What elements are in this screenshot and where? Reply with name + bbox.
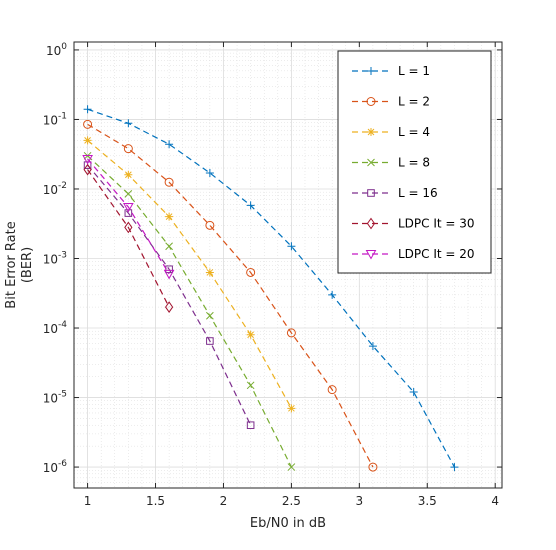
legend-item-3: L = 4 xyxy=(352,125,430,139)
data-point xyxy=(205,168,214,177)
data-point xyxy=(450,463,459,472)
x-tick-label: 1.5 xyxy=(146,494,165,508)
legend-marker xyxy=(367,158,375,167)
data-point xyxy=(165,212,174,221)
x-tick-label: 2.5 xyxy=(282,494,301,508)
y-tick-label: 100 xyxy=(46,42,67,58)
legend: L = 1 L = 2 L = 4 L = 8 L = 16 LDPC It = 30 LD… xyxy=(337,50,492,274)
legend-item-4: L = 8 xyxy=(352,156,430,170)
data-point xyxy=(165,140,174,149)
data-point xyxy=(83,105,92,114)
data-point xyxy=(124,119,133,128)
y-tick-label: 10-5 xyxy=(43,390,67,406)
data-point xyxy=(123,144,133,154)
data-point xyxy=(124,170,133,179)
legend-marker xyxy=(366,97,376,106)
series-1 xyxy=(83,105,459,472)
series-2 xyxy=(83,119,378,472)
data-point xyxy=(409,388,418,397)
x-tick-label: 3 xyxy=(356,494,364,508)
legend-label: L = 4 xyxy=(398,125,430,139)
data-point xyxy=(368,462,378,472)
data-point xyxy=(124,190,133,198)
series-line xyxy=(87,123,374,468)
data-point xyxy=(163,269,175,280)
data-point xyxy=(165,242,173,251)
y-tick-label: 10-2 xyxy=(43,181,67,197)
y-axis-label: Bit Error Rate (BER) xyxy=(4,221,35,308)
series-line xyxy=(87,158,170,275)
legend-label: LDPC It = 20 xyxy=(398,247,475,261)
y-axis-label-line2: (BER) xyxy=(20,247,35,283)
y-tick-label: 10-3 xyxy=(43,250,67,266)
data-point xyxy=(287,404,296,413)
legend-label: L = 16 xyxy=(398,186,438,200)
legend-item-6: LDPC It = 30 xyxy=(352,217,475,231)
x-tick-label: 1 xyxy=(84,494,92,508)
x-tick-label: 3.5 xyxy=(418,494,437,508)
data-point xyxy=(206,311,214,320)
y-tick-label: 10-4 xyxy=(43,320,68,336)
data-point xyxy=(122,203,134,213)
data-point xyxy=(205,220,215,230)
x-axis-label: Eb/N0 in dB xyxy=(250,516,326,531)
legend-marker xyxy=(367,67,375,75)
plot-frame xyxy=(73,41,503,489)
data-point xyxy=(328,290,337,299)
y-axis-label-line1: Bit Error Rate xyxy=(4,221,19,308)
series-layer xyxy=(82,105,459,472)
data-point xyxy=(165,301,174,313)
y-tick-label: 10-6 xyxy=(43,459,68,475)
legend-label: L = 8 xyxy=(398,156,430,170)
data-point xyxy=(83,119,93,129)
data-point xyxy=(83,163,92,176)
legend-label: L = 1 xyxy=(398,64,430,78)
data-point xyxy=(124,221,133,234)
legend-marker xyxy=(365,250,377,260)
data-point xyxy=(286,328,296,338)
legend-label: LDPC It = 30 xyxy=(398,217,475,231)
series-6 xyxy=(83,163,174,313)
legend-label: L = 2 xyxy=(398,95,430,109)
data-point xyxy=(246,381,255,390)
data-point xyxy=(287,463,296,471)
legend-item-7: LDPC It = 20 xyxy=(352,247,475,261)
x-tick-labels: 1 1.5 2 2.5 3 3.5 4 xyxy=(84,494,499,508)
data-point xyxy=(246,201,255,210)
data-point xyxy=(83,136,92,145)
legend-item-5: L = 16 xyxy=(352,186,438,200)
y-tick-labels: 100 10-1 10-2 10-3 10-4 10-5 10-6 xyxy=(43,42,68,475)
data-point xyxy=(82,154,93,165)
data-point xyxy=(287,242,296,251)
series-5 xyxy=(83,161,255,430)
data-point xyxy=(206,337,214,345)
series-line xyxy=(87,164,252,426)
x-tick-label: 2 xyxy=(220,494,228,508)
series-3 xyxy=(83,136,296,413)
data-point xyxy=(124,209,133,217)
legend-item-1: L = 1 xyxy=(352,64,430,78)
series-line xyxy=(87,169,170,308)
y-tick-label: 10-1 xyxy=(43,111,67,127)
series-line xyxy=(87,139,292,409)
data-point xyxy=(368,342,377,351)
x-tick-label: 4 xyxy=(491,494,499,508)
data-point xyxy=(205,268,214,277)
data-point xyxy=(164,177,174,187)
data-point xyxy=(83,161,92,169)
series-7 xyxy=(82,154,175,280)
data-point xyxy=(246,421,255,430)
data-point xyxy=(246,267,256,277)
legend-marker xyxy=(367,189,375,197)
data-point xyxy=(327,385,337,395)
legend-marker xyxy=(367,128,375,136)
legend-item-2: L = 2 xyxy=(352,95,430,109)
axis-ticks xyxy=(74,42,502,488)
series-line xyxy=(87,155,292,468)
legend-marker xyxy=(366,217,376,230)
data-point xyxy=(246,330,255,339)
